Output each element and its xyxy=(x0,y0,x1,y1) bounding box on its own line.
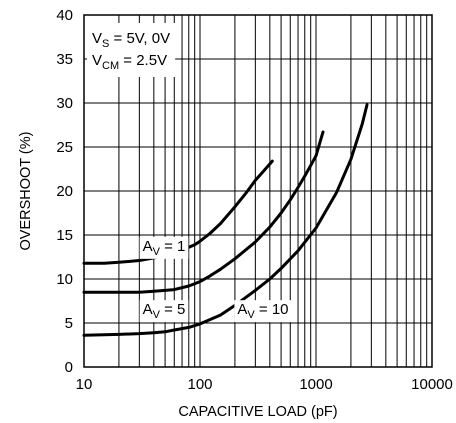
plot-frame xyxy=(83,14,433,368)
y-axis-label: OVERSHOOT (%) xyxy=(18,132,34,251)
y-tick-label: 40 xyxy=(56,7,73,24)
series-line xyxy=(82,130,325,294)
y-tick-label: 15 xyxy=(56,227,73,244)
series-label: AV = 1 xyxy=(143,238,186,258)
conditions-box-bg xyxy=(87,23,176,77)
series-layer xyxy=(82,103,369,337)
x-axis-label: CAPACITIVE LOAD (pF) xyxy=(178,404,337,420)
series-line xyxy=(82,103,369,337)
y-tick-label: 0 xyxy=(65,359,73,376)
y-tick-label: 30 xyxy=(56,95,73,112)
condition-label: VS = 5V, 0V xyxy=(92,30,170,50)
x-tick-label: 1000 xyxy=(299,376,332,393)
series-line xyxy=(82,159,274,265)
y-tick-label: 35 xyxy=(56,51,73,68)
x-tick-label: 10000 xyxy=(411,376,453,393)
y-tick-label: 5 xyxy=(65,315,73,332)
x-tick-label: 10 xyxy=(76,376,93,393)
series-label-bg xyxy=(139,236,189,259)
series-label-bg xyxy=(139,300,189,323)
series-label-bg xyxy=(234,300,292,323)
y-tick-label: 25 xyxy=(56,139,73,156)
x-tick-label: 100 xyxy=(187,376,212,393)
series-label: AV = 10 xyxy=(237,301,288,321)
y-tick-label: 10 xyxy=(56,271,73,288)
tick-labels: 10 100 1000 10000 0 5 10 15 20 25 30 35 40 xyxy=(56,7,453,393)
condition-label: VCM = 2.5V xyxy=(92,52,167,72)
y-tick-label: 20 xyxy=(56,183,73,200)
series-label: AV = 5 xyxy=(143,301,186,321)
